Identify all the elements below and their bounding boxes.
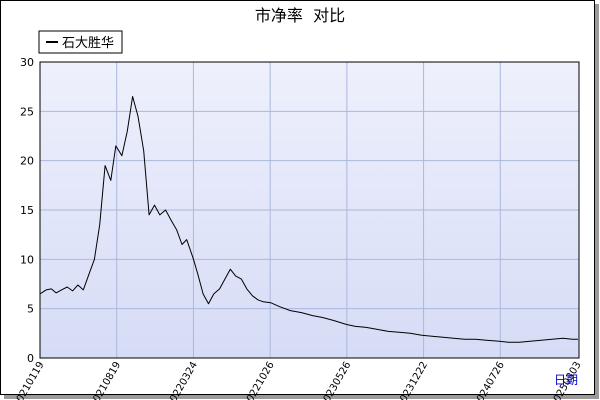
y-tick-label: 20: [20, 155, 34, 168]
legend-label: 石大胜华: [62, 36, 114, 51]
y-tick-label: 10: [20, 253, 34, 266]
grid: [40, 62, 579, 358]
y-tick-label: 15: [20, 204, 34, 217]
series-line: [39, 96, 578, 343]
legend-box: [38, 30, 123, 54]
y-tick-label: 30: [20, 56, 34, 69]
x-axis-label: 日期: [554, 373, 578, 387]
y-axis: 0 5 10 15 20 25 30: [20, 56, 34, 365]
chart-title: 市净率 对比: [255, 6, 345, 25]
y-tick-label: 5: [27, 303, 34, 316]
y-tick-label: 0: [27, 352, 34, 365]
y-tick-label: 25: [20, 105, 34, 118]
plot-border: [39, 61, 580, 359]
legend: 石大胜华: [38, 30, 123, 54]
